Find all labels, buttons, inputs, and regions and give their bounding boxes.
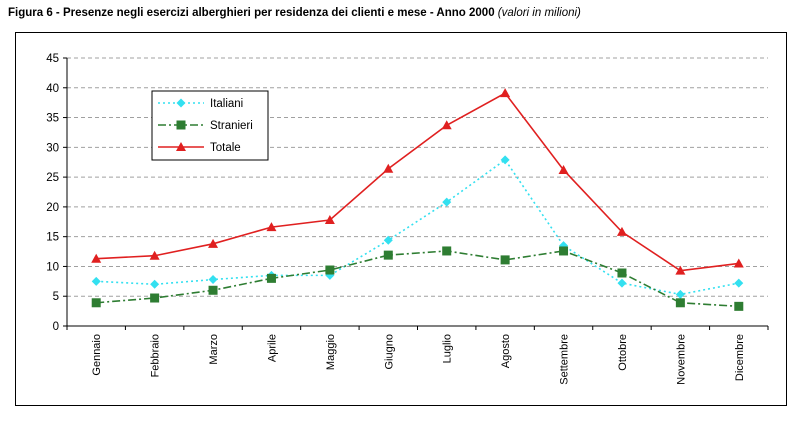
legend-label-totale: Totale (210, 142, 241, 154)
legend-marker-totale (176, 142, 186, 151)
data-point-italiani (500, 155, 510, 165)
y-tick-label: 5 (53, 291, 59, 303)
series-line-italiani (96, 158, 739, 296)
y-tick-label: 20 (46, 202, 59, 214)
x-tick-label: Luglio (442, 334, 454, 363)
data-point-stranieri (383, 250, 393, 260)
figure-title: Figura 6 - Presenze negli esercizi alber… (8, 7, 581, 19)
data-point-totale (733, 258, 744, 268)
data-point-stranieri (617, 268, 627, 278)
data-point-totale (208, 238, 219, 248)
data-point-italiani (734, 278, 744, 288)
series-line-totale (96, 92, 739, 272)
x-tick-label: Novembre (675, 334, 687, 385)
legend: Italiani Stranieri Totale (151, 90, 269, 161)
data-point-stranieri (266, 273, 276, 283)
x-tick-label: Febbraio (150, 334, 162, 377)
x-tick-label: Marzo (208, 334, 220, 365)
data-point-totale (149, 250, 160, 260)
legend-box (151, 90, 269, 161)
x-tick-label: Settembre (559, 334, 571, 385)
data-point-italiani (442, 197, 452, 207)
x-tick-label: Dicembre (734, 334, 746, 381)
series-lines (91, 88, 744, 311)
figure-title-note: (valori in milioni) (497, 7, 581, 19)
data-point-italiani (208, 275, 218, 285)
data-point-italiani (150, 279, 160, 289)
axes: 0 5 10 15 20 25 30 35 40 45 Gennaio Febbraio Marzo Ap… (46, 53, 769, 385)
data-point-totale (558, 164, 569, 174)
x-tick-label: Agosto (500, 334, 512, 368)
y-tick-label: 35 (46, 113, 59, 125)
data-point-totale (441, 120, 452, 130)
y-tick-label: 30 (46, 142, 59, 154)
data-point-totale (324, 214, 335, 224)
data-point-stranieri (559, 246, 569, 256)
data-point-italiani (91, 276, 101, 286)
data-point-stranieri (91, 298, 101, 308)
data-point-totale (500, 88, 511, 98)
data-point-stranieri (734, 301, 744, 311)
y-tick-label: 45 (46, 53, 59, 65)
data-point-totale (616, 226, 627, 236)
data-point-italiani (383, 235, 393, 245)
data-point-italiani (617, 278, 627, 288)
x-tick-label: Maggio (325, 334, 337, 370)
legend-marker-italiani (176, 98, 186, 108)
y-tick-label: 25 (46, 172, 59, 184)
data-point-italiani (675, 289, 685, 299)
data-point-stranieri (325, 265, 335, 275)
series-totale (91, 88, 744, 275)
gridlines (67, 57, 768, 297)
y-tick-label: 40 (46, 83, 59, 95)
x-tick-label: Giugno (383, 334, 395, 369)
y-tick-label: 0 (53, 321, 59, 333)
x-tick-label: Aprile (266, 334, 278, 362)
x-tick-label: Gennaio (91, 334, 103, 376)
chart-frame (15, 32, 787, 406)
figure-title-text: Figura 6 - Presenze negli esercizi alber… (8, 7, 495, 19)
data-point-stranieri (442, 246, 452, 256)
x-tick-label: Ottobre (617, 334, 629, 371)
y-tick-label: 15 (46, 232, 59, 244)
data-point-totale (91, 253, 102, 263)
data-point-stranieri (500, 255, 510, 265)
series-line-stranieri (96, 250, 739, 308)
data-point-stranieri (208, 285, 218, 295)
y-tick-label: 10 (46, 261, 59, 273)
data-point-stranieri (675, 298, 685, 308)
legend-label-italiani: Italiani (210, 98, 243, 110)
data-point-totale (383, 163, 394, 173)
legend-marker-stranieri (176, 120, 186, 130)
data-point-totale (266, 222, 277, 232)
data-point-stranieri (150, 293, 160, 303)
data-point-totale (675, 265, 686, 275)
series-stranieri (91, 246, 744, 311)
legend-label-stranieri: Stranieri (210, 120, 253, 132)
